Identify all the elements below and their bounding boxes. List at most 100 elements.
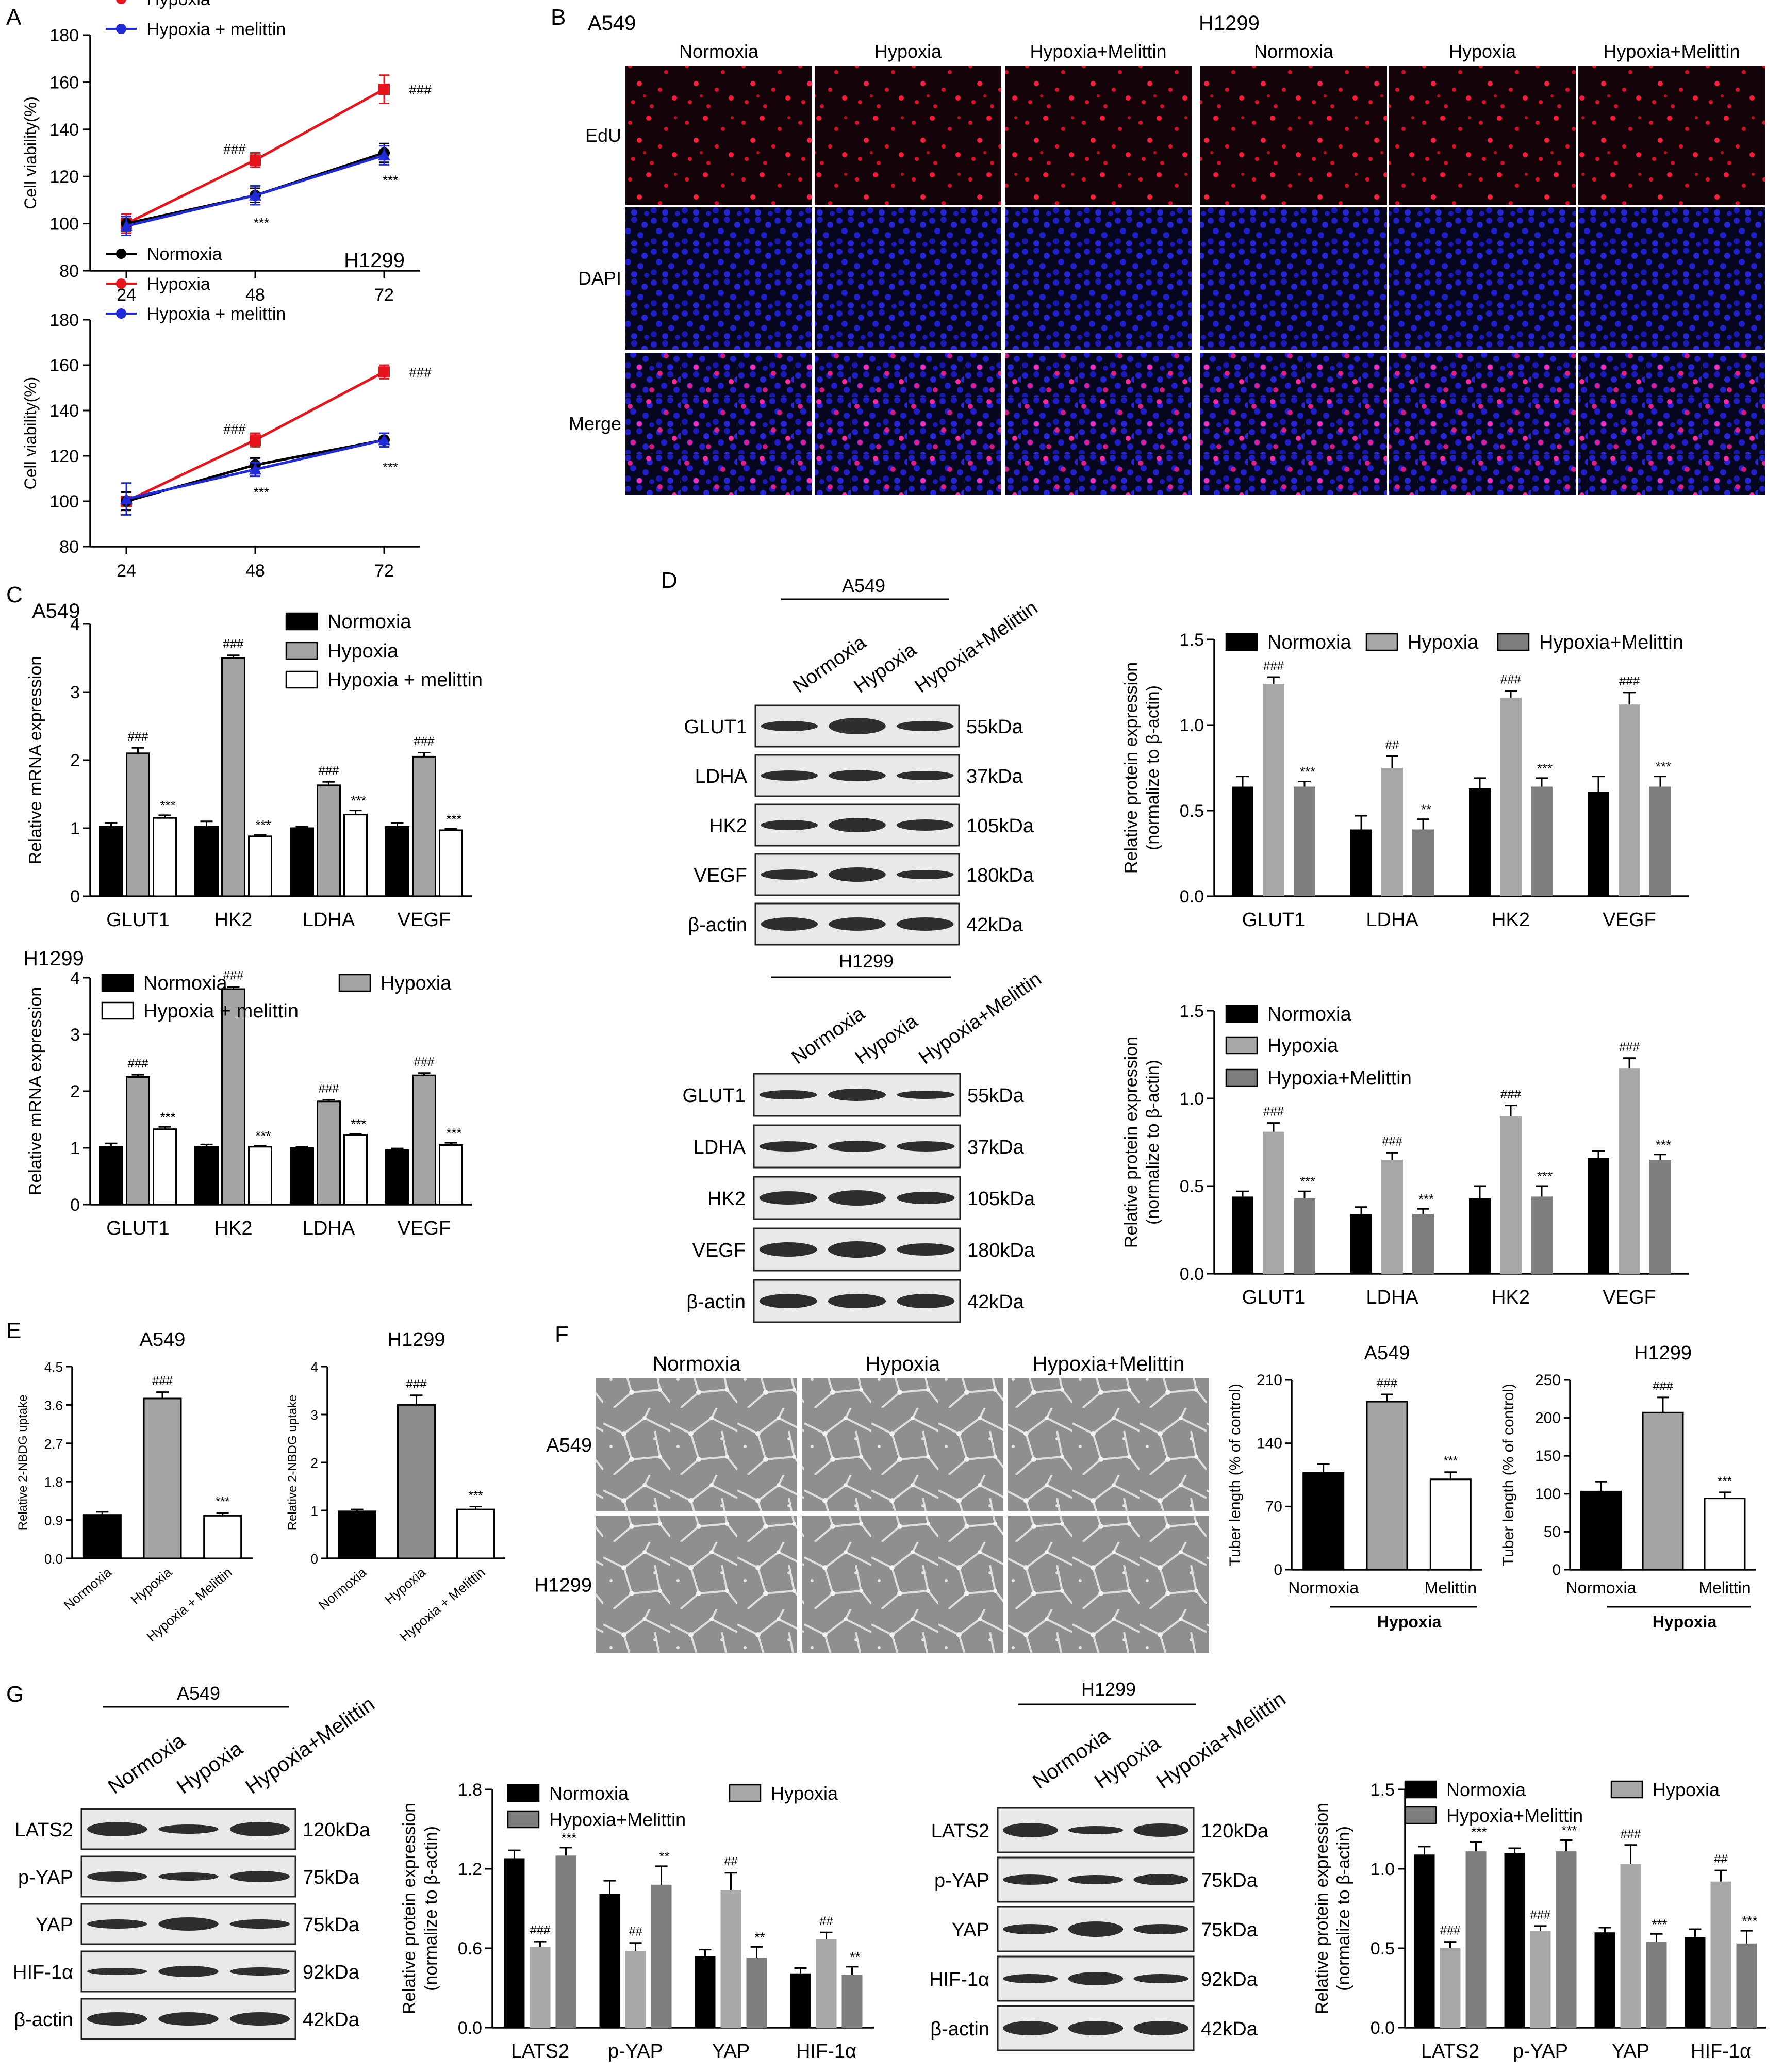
condition-label: Normoxia bbox=[679, 41, 759, 62]
blot-band bbox=[759, 1191, 817, 1205]
micrograph-tube bbox=[1008, 1516, 1209, 1653]
kda-label: 42kDa bbox=[966, 914, 1023, 936]
data-point bbox=[120, 492, 133, 504]
micrograph-merge bbox=[815, 353, 1001, 495]
y-axis-label: Cell viability(%) bbox=[21, 96, 40, 209]
legend-label: Normoxia bbox=[1267, 1004, 1351, 1025]
significance-mark: ### bbox=[1263, 659, 1284, 673]
blot-band bbox=[896, 771, 954, 780]
kda-label: 180kDa bbox=[966, 865, 1034, 886]
kda-label: 75kDa bbox=[1201, 1919, 1258, 1941]
blot-band bbox=[158, 1917, 219, 1931]
bar bbox=[1619, 1068, 1640, 1274]
blot-band bbox=[229, 1967, 290, 1976]
category-label: Normoxia bbox=[316, 1564, 370, 1613]
bar bbox=[1412, 829, 1434, 896]
bar bbox=[290, 1147, 314, 1206]
y-tick-label: 1 bbox=[70, 819, 80, 838]
blot-band bbox=[759, 1294, 817, 1308]
blot-band bbox=[761, 770, 818, 781]
protein-label: VEGF bbox=[694, 865, 747, 886]
y-tick-label: 1.0 bbox=[1180, 1089, 1204, 1109]
bar-chart-d-a549: 0.0 0.5 1.0 1.5 GLUT1 ### *** LDHA ## ** HK2 ### ***… bbox=[1121, 630, 1689, 931]
blot-band bbox=[829, 917, 886, 931]
category-label: VEGF bbox=[1603, 1287, 1656, 1308]
blot-band bbox=[1068, 1921, 1124, 1937]
blot-band bbox=[897, 1192, 955, 1204]
bar bbox=[1302, 1472, 1345, 1571]
bar bbox=[1649, 786, 1671, 896]
bar bbox=[153, 817, 177, 897]
legend-marker bbox=[116, 278, 126, 289]
x-tick-label: 72 bbox=[374, 561, 394, 581]
protein-label: β-actin bbox=[14, 2009, 73, 2031]
condition-label: Hypoxia+Melittin bbox=[1603, 41, 1740, 62]
bar bbox=[1649, 1160, 1671, 1274]
condition-label: Normoxia bbox=[652, 1353, 741, 1375]
significance-mark: ### bbox=[1653, 1379, 1674, 1393]
legend-swatch bbox=[729, 1784, 762, 1802]
data-point bbox=[249, 463, 261, 475]
bar bbox=[1350, 829, 1372, 896]
y-tick-label: 100 bbox=[1535, 1486, 1561, 1503]
protein-label: LDHA bbox=[694, 1137, 746, 1158]
y-axis-label-2: (normalize to β-actin) bbox=[1143, 1060, 1163, 1225]
blot-band bbox=[896, 721, 954, 731]
category-label: LATS2 bbox=[1421, 2041, 1479, 2062]
significance-mark: ** bbox=[1421, 802, 1431, 817]
y-tick-label: 50 bbox=[1544, 1523, 1561, 1540]
blot-band bbox=[828, 1089, 886, 1101]
y-tick-label: 80 bbox=[59, 261, 79, 281]
condition-label: Hypoxia bbox=[1449, 41, 1516, 62]
y-tick-label: 200 bbox=[1535, 1410, 1561, 1427]
category-label: HK2 bbox=[214, 909, 253, 931]
bar bbox=[1381, 1160, 1403, 1274]
y-tick-label: 0 bbox=[311, 1551, 318, 1567]
blot-band bbox=[897, 1141, 955, 1152]
protein-label: β-actin bbox=[688, 914, 747, 936]
y-tick-label: 160 bbox=[49, 356, 79, 375]
blot-band bbox=[229, 1822, 290, 1836]
legend-label: Hypoxia bbox=[327, 640, 399, 662]
panel-letter-b: B bbox=[551, 5, 566, 30]
bar bbox=[1263, 1131, 1284, 1274]
category-label: p-YAP bbox=[608, 2041, 663, 2062]
lane-label: Normoxia bbox=[104, 1729, 190, 1799]
y-axis-label: Relative protein expression bbox=[1312, 1803, 1332, 2014]
legend-label: Normoxia bbox=[1267, 632, 1351, 653]
legend-swatch bbox=[1365, 633, 1398, 651]
significance-mark: ### bbox=[223, 141, 246, 157]
western-blot-h1299: GLUT1 55kDa LDHA 37kDa HK2 105kDa VEGF 180kDa β-… bbox=[683, 1073, 1035, 1323]
blot-band bbox=[158, 1872, 219, 1881]
bar bbox=[1619, 704, 1640, 896]
x-tick-label: 72 bbox=[374, 285, 394, 305]
y-tick-label: 2 bbox=[311, 1455, 318, 1471]
kda-label: 42kDa bbox=[1201, 2018, 1258, 2040]
category-label: Melittin bbox=[1698, 1578, 1751, 1597]
kda-label: 120kDa bbox=[1201, 1820, 1269, 1842]
legend-label: Hypoxia bbox=[771, 1783, 838, 1804]
significance-mark: ## bbox=[1714, 1852, 1728, 1866]
significance-mark: ## bbox=[724, 1855, 738, 1869]
legend-swatch bbox=[1404, 1780, 1437, 1799]
significance-mark: ### bbox=[318, 1082, 339, 1096]
y-axis-label-2: (normalize to β-actin) bbox=[421, 1826, 441, 1991]
micrograph-tube bbox=[1008, 1378, 1209, 1511]
bar bbox=[1429, 1478, 1472, 1571]
micrograph-edu bbox=[625, 66, 812, 205]
blot-band bbox=[829, 818, 886, 832]
y-tick-label: 4.5 bbox=[44, 1359, 63, 1375]
y-tick-label: 120 bbox=[49, 447, 79, 466]
y-tick-label: 0.0 bbox=[1371, 2018, 1395, 2038]
bar bbox=[153, 1128, 177, 1206]
blot-band bbox=[761, 917, 818, 931]
group-label: Hypoxia bbox=[1377, 1613, 1442, 1631]
bar bbox=[221, 657, 245, 897]
blot-band bbox=[1133, 2021, 1188, 2035]
y-axis-label: Relative 2-NBDG uptake bbox=[286, 1395, 300, 1531]
legend-label: Hypoxia+Melittin bbox=[1539, 632, 1683, 653]
protein-label: HK2 bbox=[709, 815, 747, 837]
blot-band bbox=[158, 2012, 219, 2026]
protein-label: LATS2 bbox=[15, 1819, 73, 1841]
